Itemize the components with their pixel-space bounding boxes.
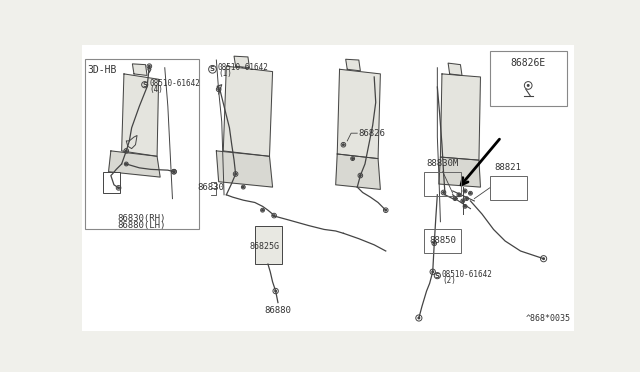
Circle shape [470,192,471,194]
Text: S: S [435,273,440,279]
Circle shape [262,209,263,211]
Circle shape [125,163,127,165]
Circle shape [218,89,220,90]
Circle shape [275,290,276,292]
Bar [424,172,461,196]
Text: 86825G: 86825G [250,242,280,251]
Circle shape [273,215,275,217]
Polygon shape [337,69,380,158]
Polygon shape [336,154,380,189]
Polygon shape [82,45,575,331]
Text: 86830(RH): 86830(RH) [118,214,166,223]
Circle shape [173,171,175,173]
Text: 88830M: 88830M [427,159,459,168]
Polygon shape [109,151,160,177]
Circle shape [443,192,444,193]
Text: (4): (4) [149,85,163,94]
Polygon shape [216,151,273,187]
Circle shape [342,144,344,145]
Circle shape [458,194,460,196]
Text: 08510-61642: 08510-61642 [442,270,493,279]
Circle shape [235,173,236,175]
Text: 86880: 86880 [264,307,291,315]
Circle shape [527,85,529,86]
Circle shape [464,206,466,207]
Text: S: S [142,82,147,88]
Text: 88850: 88850 [429,236,456,245]
Circle shape [125,150,127,152]
Bar [424,230,461,253]
Bar [255,225,282,264]
Text: 08510-61642: 08510-61642 [218,63,269,72]
Circle shape [418,317,420,319]
Polygon shape [346,59,360,71]
Circle shape [385,209,387,211]
Polygon shape [439,157,481,187]
Circle shape [118,187,119,189]
Text: 86880(LH): 86880(LH) [118,221,166,230]
Circle shape [360,175,361,176]
Polygon shape [223,66,273,156]
Bar [490,51,566,106]
Bar [103,172,120,193]
Circle shape [464,190,466,192]
Circle shape [243,186,244,188]
Circle shape [543,258,545,260]
Circle shape [466,198,467,199]
Polygon shape [234,56,250,68]
Circle shape [352,158,353,159]
Circle shape [462,200,463,202]
Bar [490,176,527,200]
Text: ^868*0035: ^868*0035 [525,314,570,323]
Text: (2): (2) [442,276,456,285]
Circle shape [454,198,456,199]
Circle shape [148,65,150,67]
Text: 3D-HB: 3D-HB [88,65,117,75]
Text: (1): (1) [218,70,232,78]
Text: 88821: 88821 [495,163,522,172]
Circle shape [173,171,175,173]
Polygon shape [440,74,481,160]
Circle shape [433,243,435,244]
Text: 08510-61642: 08510-61642 [149,78,200,88]
Text: S: S [210,66,215,72]
Text: 86826: 86826 [359,129,386,138]
Text: 86826E: 86826E [511,58,546,68]
Polygon shape [132,64,147,76]
Circle shape [432,271,433,273]
Polygon shape [448,63,462,76]
Polygon shape [122,74,159,156]
Bar [84,58,198,230]
Text: 86830: 86830 [197,183,224,192]
